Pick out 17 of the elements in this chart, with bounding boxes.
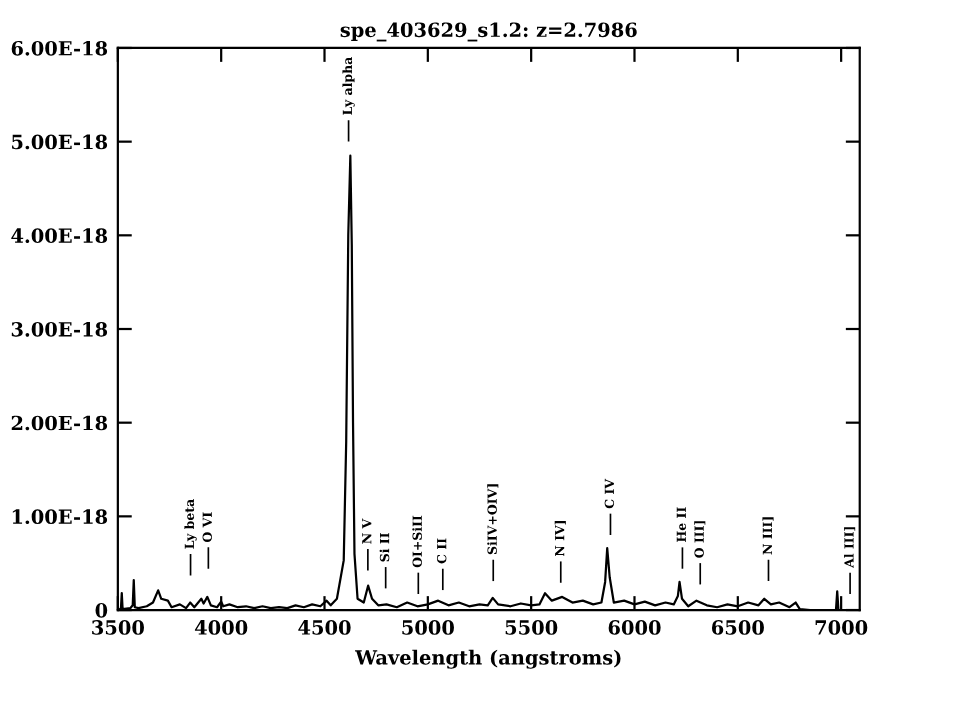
y-tick-label: 1.00E-18 bbox=[12, 509, 108, 525]
y-tick-label: 5.00E-18 bbox=[12, 134, 108, 150]
x-tick-label: 3500 bbox=[92, 620, 144, 635]
x-tick-label: 4500 bbox=[298, 620, 351, 635]
x-tick-label: 6500 bbox=[711, 620, 764, 635]
y-tick-label: 3.00E-18 bbox=[11, 321, 108, 337]
x-tick-label: 5000 bbox=[402, 620, 454, 635]
x-axis-title: Wavelength (angstroms) bbox=[355, 649, 621, 669]
y-tick-label: 4.00E-18 bbox=[11, 228, 108, 243]
x-tick-label: 4000 bbox=[194, 620, 248, 635]
x-tick-label: 5500 bbox=[505, 620, 558, 635]
y-tick-label: 6.00E-18 bbox=[11, 40, 108, 56]
y-tick-label: 0 bbox=[95, 602, 108, 618]
y-tick-label: 2.00E-18 bbox=[11, 415, 108, 431]
x-tick-label: 7000 bbox=[815, 620, 868, 635]
chart-title: spe_403629_s1.2: z=2.7986 bbox=[340, 22, 637, 42]
x-tick-label: 6000 bbox=[608, 620, 661, 635]
